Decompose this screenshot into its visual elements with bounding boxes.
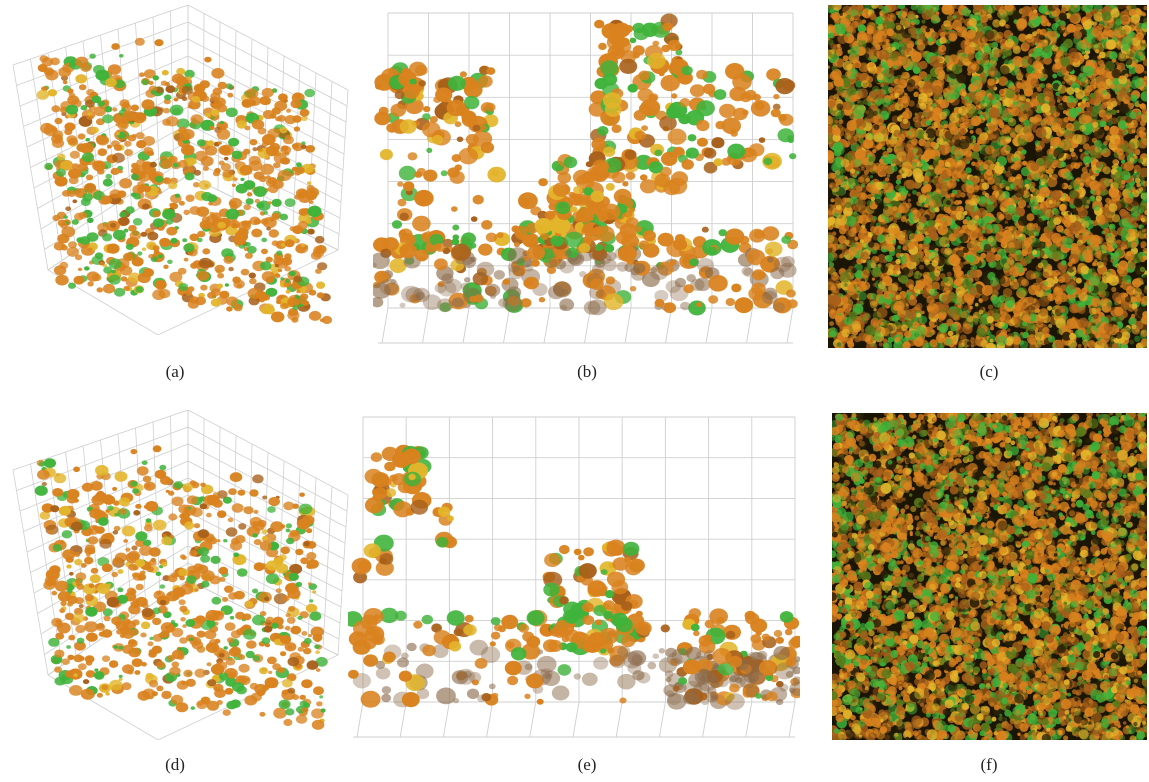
panel-a-caption: (a) — [165, 362, 185, 381]
panel-d-svg — [12, 410, 349, 740]
panel-b-side-render — [373, 8, 798, 348]
panel-a-3d-render — [8, 5, 353, 335]
panel-a-svg — [12, 5, 349, 335]
panel-c-caption: (c) — [979, 362, 999, 381]
panel-d-caption: (d) — [165, 755, 185, 774]
biofilm-cells — [373, 13, 798, 316]
panel-b-svg — [373, 12, 798, 344]
panel-f-micrograph — [832, 413, 1147, 740]
panel-e-caption: (e) — [577, 755, 597, 774]
panel-e-side-render — [348, 412, 800, 742]
panel-b-caption: (b) — [577, 362, 597, 381]
panel-c-svg — [828, 5, 1147, 348]
panel-e-svg — [348, 416, 800, 738]
biofilm-cells — [36, 37, 333, 325]
biofilm-cells — [34, 445, 328, 730]
panel-d-3d-render — [8, 410, 353, 740]
panel-f-svg — [832, 413, 1147, 740]
fluorescent-cells — [832, 413, 1147, 740]
fluorescent-cells — [828, 5, 1147, 348]
panel-c-micrograph — [828, 5, 1147, 348]
biofilm-cells — [348, 444, 800, 710]
panel-f-caption: (f) — [980, 755, 998, 774]
